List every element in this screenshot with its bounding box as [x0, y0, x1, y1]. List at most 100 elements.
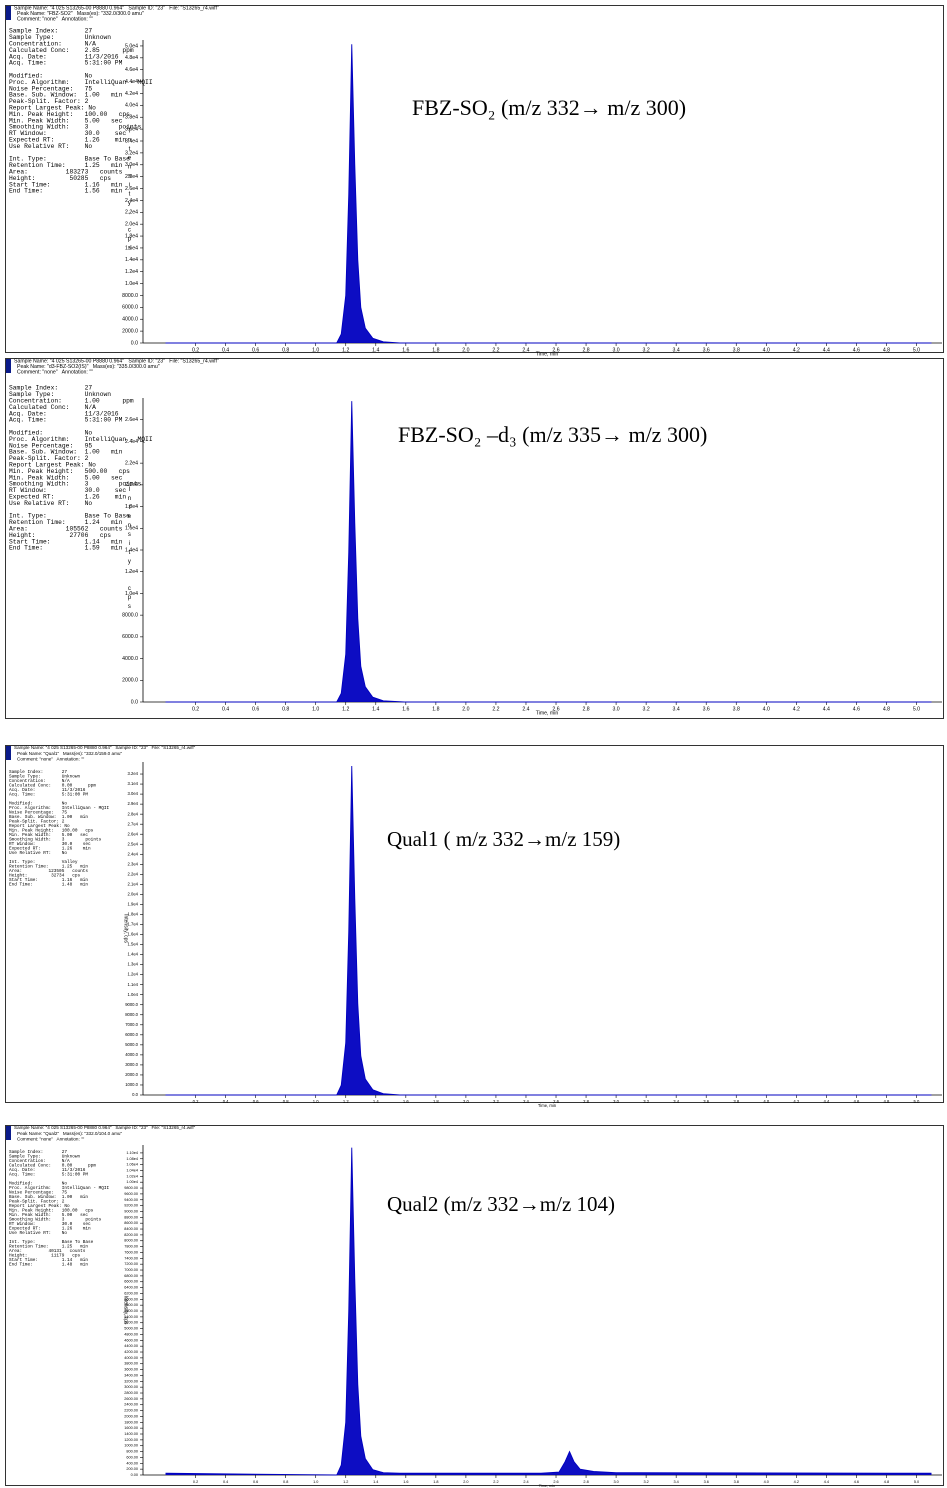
x-axis-label: Time, min	[538, 1103, 557, 1108]
y-tick-label: 1.2e4	[128, 972, 139, 977]
x-tick-label: 0.4	[223, 1099, 229, 1104]
y-tick-label: 1.6e4	[125, 245, 138, 251]
x-tick-label: 2.6	[552, 347, 559, 353]
header-line: Sample Name: "4 025 S13265-00 P8880 0.96…	[14, 1125, 196, 1130]
y-tick-label: 3200.00	[124, 1379, 138, 1383]
info-line: Sample Type: Unknown	[9, 775, 81, 780]
info-line: Min. Peak Height: 100.00 cps	[9, 111, 130, 118]
x-tick-label: 2.0	[463, 1099, 469, 1104]
x-axis-label: Time, min	[539, 1484, 556, 1488]
info-line: Use Relative RT: No	[9, 143, 92, 150]
chromatogram-line	[165, 44, 932, 344]
header-line: Peak Name: "d3-FBZ-SO2(IS)" Mass(es): "3…	[17, 364, 160, 370]
info-line: Retention Time: 1.24 min	[9, 519, 123, 526]
info-line: Int. Type: Valley	[9, 860, 78, 865]
info-line: Base. Sub. Window: 1.00 min	[9, 1195, 88, 1200]
x-tick-label: 1.8	[433, 1099, 439, 1104]
x-tick-label: 2.6	[553, 1099, 559, 1104]
y-tick-label: 5000.00	[124, 1327, 138, 1331]
x-tick-label: 4.2	[793, 347, 800, 353]
y-tick-label: 2.4e4	[125, 439, 138, 445]
y-tick-label: 2200.00	[124, 1409, 138, 1413]
y-tick-label: 5400.00	[124, 1315, 138, 1319]
info-line: Acq. Time: 5:31:00 PM	[9, 417, 123, 424]
y-tick-label: 2.7e4	[128, 821, 139, 826]
info-line: Report Largest Peak: No	[9, 1204, 70, 1209]
y-tick-label: 8800.00	[124, 1215, 138, 1219]
chromatogram-area	[165, 44, 932, 343]
y-tick-label: 9800.00	[124, 1186, 138, 1190]
y-tick-label: 5000.0	[125, 1042, 138, 1047]
x-tick-label: 1.0	[313, 1099, 319, 1104]
y-tick-label: 0.00	[131, 1473, 138, 1477]
y-tick-label: 1.9e4	[128, 902, 139, 907]
y-tick-label: 2.6e4	[128, 831, 139, 836]
info-line: Concentration: N/A	[9, 779, 70, 784]
info-line: Sample Index: 27	[9, 1150, 67, 1155]
info-line: Modified: No	[9, 429, 92, 436]
info-line: Noise Percentage: 75	[9, 85, 92, 92]
info-line: Min. Peak Width: 5.00 sec	[9, 1213, 88, 1218]
info-line: Expected RT: 1.26 min	[9, 847, 91, 852]
y-tick-label: 4800.00	[124, 1332, 138, 1336]
info-line: Smoothing Width: 3 points	[9, 481, 141, 488]
y-tick-label: 2.8e4	[128, 811, 139, 816]
y-tick-label: 1.4e4	[125, 257, 138, 263]
info-line: Acq. Time: 5:31:00 PM	[9, 1173, 88, 1178]
x-tick-label: 3.2	[643, 1099, 649, 1104]
info-line: Proc. Algorithm: IntelliQuan - MQII	[9, 1186, 109, 1191]
x-tick-label: 3.4	[673, 706, 680, 712]
y-tick-label: 2.2e4	[128, 871, 139, 876]
info-line: Height: 27706 cps	[9, 532, 111, 539]
y-tick-label: 7600.00	[124, 1250, 138, 1254]
y-tick-label: 400.00	[126, 1461, 138, 1465]
x-tick-label: 2.0	[463, 1480, 468, 1484]
x-tick-label: 1.0	[313, 1480, 318, 1484]
y-tick-label: 4600.00	[124, 1338, 138, 1342]
y-tick-label: 8000.0	[125, 1012, 138, 1017]
x-tick-label: 3.8	[733, 347, 740, 353]
x-tick-label: 4.6	[853, 1099, 859, 1104]
y-tick-label: 2.0e4	[125, 222, 138, 228]
y-tick-label: 2.2e4	[125, 210, 138, 216]
y-tick-label: 1.0e4	[125, 281, 138, 287]
x-tick-label: 2.6	[552, 706, 559, 712]
info-line: Min. Peak Width: 5.00 sec	[9, 833, 88, 838]
y-tick-label: 3.0e4	[125, 162, 138, 168]
x-tick-label: 2.8	[582, 347, 589, 353]
y-tick-label: 1.5e4	[128, 942, 139, 947]
panel-frame	[5, 1125, 944, 1486]
y-tick-label: 1.0e4	[125, 591, 138, 597]
y-tick-label: 6800.00	[124, 1274, 138, 1278]
info-line: Calculated Conc: N/A	[9, 404, 96, 411]
info-line: Noise Percentage: 75	[9, 1191, 67, 1196]
y-tick-label: 6400.00	[124, 1286, 138, 1290]
y-tick-label: 1400.00	[124, 1432, 138, 1436]
panel-marker	[6, 6, 11, 20]
y-tick-label: 1.04e4	[126, 1168, 138, 1172]
info-line: Acq. Date: 11/3/2016	[9, 53, 119, 60]
panel-frame	[5, 745, 944, 1103]
chromatogram-area	[165, 766, 932, 1095]
y-tick-label: 2800.00	[124, 1391, 138, 1395]
panel-marker	[6, 359, 11, 373]
info-line: Min. Peak Height: 100.00 cps	[9, 829, 94, 834]
y-tick-label: 6200.00	[124, 1291, 138, 1295]
x-tick-label: 5.0	[913, 347, 920, 353]
x-tick-label: 1.8	[432, 706, 439, 712]
info-line: Smoothing Width: 3 points	[9, 838, 102, 843]
x-tick-label: 3.6	[703, 347, 710, 353]
info-line: Use Relative RT: No	[9, 1231, 67, 1236]
x-tick-label: 5.0	[914, 1480, 919, 1484]
y-tick-label: 3.0e4	[128, 791, 139, 796]
y-tick-label: 5800.00	[124, 1303, 138, 1307]
info-line: Area: 123505 counts	[9, 869, 88, 874]
info-line: Sample Index: 27	[9, 385, 92, 392]
x-tick-label: 2.4	[522, 347, 529, 353]
x-tick-label: 3.6	[703, 1099, 709, 1104]
x-tick-label: 1.0	[312, 706, 319, 712]
y-tick-label: 1.02e4	[126, 1174, 138, 1178]
y-tick-label: 2000.0	[122, 678, 138, 684]
y-tick-label: 2600.00	[124, 1397, 138, 1401]
